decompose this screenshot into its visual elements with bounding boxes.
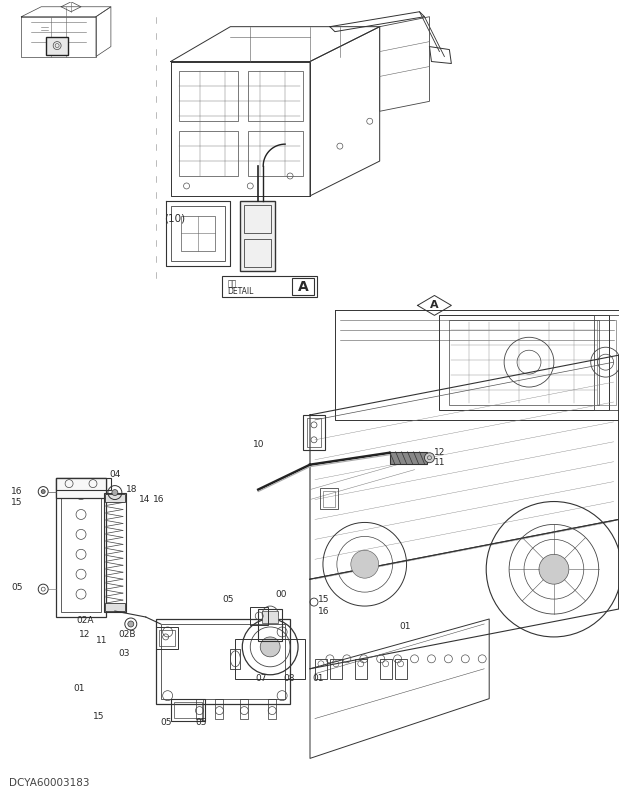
Circle shape xyxy=(128,621,134,627)
Bar xyxy=(250,607,268,625)
Bar xyxy=(236,639,305,679)
Bar xyxy=(307,418,321,447)
Bar xyxy=(179,72,238,121)
Text: 16: 16 xyxy=(153,495,164,504)
Bar xyxy=(244,205,271,232)
Bar xyxy=(104,493,126,612)
Text: A: A xyxy=(430,300,439,310)
Bar xyxy=(170,206,226,260)
Text: 詳細: 詳細 xyxy=(228,279,237,288)
Bar xyxy=(315,659,327,679)
Bar xyxy=(268,699,276,719)
Circle shape xyxy=(41,490,45,494)
Bar xyxy=(244,239,271,267)
Bar xyxy=(440,315,609,410)
Bar xyxy=(323,490,335,506)
Text: 18: 18 xyxy=(126,485,137,494)
Text: 04: 04 xyxy=(109,470,120,479)
Bar xyxy=(330,659,342,679)
Text: 00: 00 xyxy=(275,590,286,599)
Bar xyxy=(56,478,111,490)
Text: DETAIL: DETAIL xyxy=(228,287,254,296)
Circle shape xyxy=(112,490,118,496)
Text: 05: 05 xyxy=(161,718,172,727)
Bar xyxy=(174,701,203,717)
Bar xyxy=(161,624,285,699)
Bar xyxy=(303,415,325,450)
Text: 16: 16 xyxy=(11,487,23,496)
Bar xyxy=(195,699,203,719)
Text: 12: 12 xyxy=(435,448,446,457)
Bar xyxy=(231,649,241,669)
Bar xyxy=(259,609,282,641)
Bar xyxy=(223,275,317,298)
Bar xyxy=(355,659,367,679)
Bar xyxy=(56,478,106,617)
Bar xyxy=(156,619,290,704)
Bar xyxy=(248,72,303,121)
Bar xyxy=(450,320,599,405)
Text: 01: 01 xyxy=(400,622,411,631)
Bar xyxy=(215,699,223,719)
Bar xyxy=(248,131,303,176)
Bar xyxy=(105,494,125,501)
Bar xyxy=(156,627,177,649)
Bar xyxy=(61,482,101,612)
Circle shape xyxy=(425,453,435,462)
Text: 01: 01 xyxy=(312,674,324,683)
Text: 15: 15 xyxy=(93,712,105,721)
Text: 02B: 02B xyxy=(119,630,136,639)
Bar xyxy=(170,699,205,720)
Bar xyxy=(394,659,407,679)
Ellipse shape xyxy=(539,554,569,584)
Text: 10: 10 xyxy=(252,440,264,449)
Text: 12: 12 xyxy=(79,630,91,639)
Text: 01: 01 xyxy=(73,685,84,693)
Bar xyxy=(320,488,338,509)
Bar xyxy=(262,611,278,623)
Bar xyxy=(56,478,106,498)
Bar xyxy=(180,216,215,251)
Text: 15: 15 xyxy=(318,595,329,603)
Bar xyxy=(179,131,238,176)
Bar xyxy=(596,320,616,405)
Bar xyxy=(159,630,175,646)
Text: A: A xyxy=(298,279,308,294)
Text: 16: 16 xyxy=(318,607,329,615)
Text: 07: 07 xyxy=(255,674,267,683)
Ellipse shape xyxy=(351,550,379,578)
Text: 11: 11 xyxy=(96,637,107,646)
Bar xyxy=(389,452,427,464)
Text: 05: 05 xyxy=(195,718,207,727)
Ellipse shape xyxy=(260,637,280,657)
Bar xyxy=(292,278,314,295)
Bar xyxy=(46,37,68,55)
Bar xyxy=(241,699,248,719)
Text: 05: 05 xyxy=(11,583,23,591)
Text: 11: 11 xyxy=(435,458,446,467)
Text: 02A: 02A xyxy=(76,616,94,626)
Bar xyxy=(105,603,125,611)
Text: (10): (10) xyxy=(164,214,185,224)
Text: 14: 14 xyxy=(139,495,150,504)
Bar xyxy=(241,201,275,271)
Bar xyxy=(379,659,392,679)
Text: 05: 05 xyxy=(223,595,234,603)
Text: 08: 08 xyxy=(283,674,294,683)
Text: DCYA60003183: DCYA60003183 xyxy=(9,778,90,788)
Text: 03: 03 xyxy=(119,650,130,658)
Bar xyxy=(594,315,619,410)
Text: 15: 15 xyxy=(11,498,23,507)
